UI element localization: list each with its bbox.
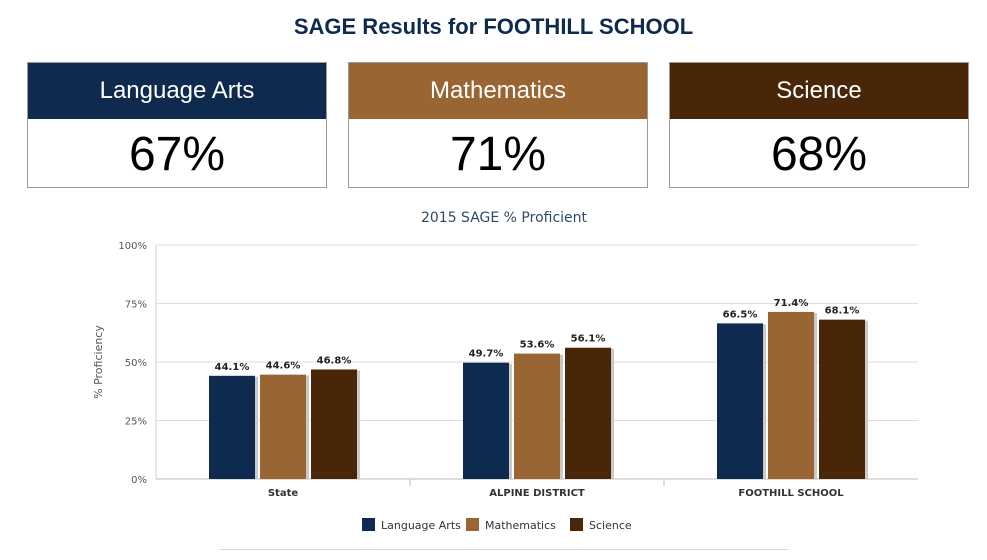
card-mathematics: Mathematics 71%	[348, 62, 648, 188]
card-language-arts-value: 67%	[128, 128, 226, 181]
x-tick-label: ALPINE DISTRICT	[489, 488, 585, 499]
data-label: 71.4%	[774, 298, 809, 309]
bar	[209, 375, 255, 479]
card-mathematics-value: 71%	[449, 128, 547, 181]
bar	[819, 319, 865, 479]
legend-label: Language Arts	[381, 519, 461, 532]
bar	[463, 362, 509, 479]
legend-swatch	[466, 518, 479, 531]
legend-label: Mathematics	[485, 519, 556, 532]
card-language-arts: Language Arts 67%	[27, 62, 327, 188]
card-science-label: Science	[670, 63, 968, 119]
y-tick-label: 100%	[118, 241, 147, 252]
data-label: 53.6%	[520, 340, 555, 351]
y-axis-label: % Proficiency	[92, 325, 105, 399]
x-tick-label: State	[268, 488, 299, 499]
data-label: 68.1%	[825, 306, 860, 317]
bar	[260, 374, 306, 479]
legend-swatch	[570, 518, 583, 531]
y-tick-label: 25%	[125, 417, 147, 428]
data-label: 49.7%	[469, 349, 504, 360]
data-label: 46.8%	[317, 355, 352, 366]
legend-label: Science	[589, 519, 632, 532]
data-label: 44.1%	[215, 362, 250, 373]
x-tick-label: FOOTHILL SCHOOL	[738, 488, 844, 499]
y-tick-label: 50%	[125, 358, 147, 369]
y-tick-label: 75%	[125, 300, 147, 311]
chart-title: 2015 SAGE % Proficient	[421, 210, 588, 226]
bar	[311, 369, 357, 479]
card-language-arts-label: Language Arts	[28, 63, 326, 119]
bar	[565, 347, 611, 479]
data-label: 56.1%	[571, 334, 606, 345]
page-title: SAGE Results for FOOTHILL SCHOOL	[293, 14, 694, 39]
legend-swatch	[362, 518, 375, 531]
y-tick-label: 0%	[131, 475, 147, 486]
bar	[717, 323, 763, 479]
proficiency-chart: 2015 SAGE % Proficient 0% 25% 50% 75% 100% % P…	[0, 200, 987, 555]
chart-canvas: 2015 SAGE % Proficient 0% 25% 50% 75% 100% % P…	[92, 210, 918, 532]
footer-divider	[220, 549, 788, 550]
bar	[768, 311, 814, 479]
data-label: 44.6%	[266, 361, 301, 372]
bar	[514, 353, 560, 479]
card-science: Science 68%	[669, 62, 969, 188]
card-science-value: 68%	[770, 128, 868, 181]
data-label: 66.5%	[723, 309, 758, 320]
card-mathematics-label: Mathematics	[349, 63, 647, 119]
